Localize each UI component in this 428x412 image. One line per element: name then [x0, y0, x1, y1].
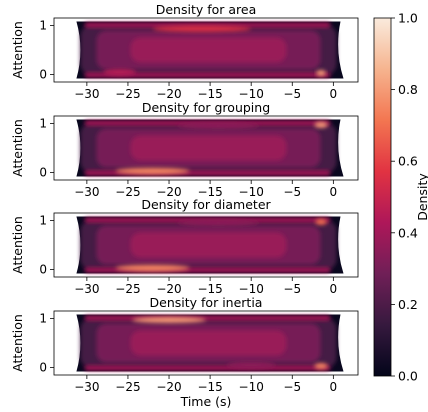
x-tick-label: −30 [74, 185, 99, 199]
hot-spot-3 [316, 70, 326, 77]
ridge-bottom [84, 72, 331, 78]
x-tick-label: −25 [115, 185, 140, 199]
panel-3: Density for diameter −30 −25 −20 −15 −10 −5 0 0 1… [10, 197, 359, 296]
density-band-3 [130, 330, 287, 356]
hot-spot-1 [115, 264, 190, 272]
colorbar-label: Density [415, 173, 428, 221]
ridge-top [84, 120, 331, 126]
x-tick-label: 0 [330, 185, 338, 199]
y-tick-label: 0 [39, 263, 47, 277]
colorbar-tick-label: 0.4 [398, 225, 418, 240]
axes-frame [53, 17, 359, 83]
y-tick-label: 1 [39, 311, 47, 325]
colorbar-gradient [373, 17, 392, 377]
hot-spot-1 [132, 316, 206, 323]
y-axis-label: Attention [10, 314, 25, 372]
x-tick-label: −20 [156, 380, 181, 394]
density-body [76, 216, 344, 274]
panel-title: Density for inertia [150, 295, 263, 310]
hot-spot-3 [177, 219, 260, 226]
axes-frame [53, 310, 359, 376]
x-tick-label: −10 [239, 282, 264, 296]
x-tick-label: −25 [115, 87, 140, 101]
x-tick-label: −30 [74, 87, 99, 101]
x-tick-label: −15 [197, 380, 222, 394]
x-axis-label: Time (s) [180, 394, 232, 409]
x-tick-label: −5 [283, 380, 301, 394]
x-tick-label: −10 [239, 87, 264, 101]
panel-title: Density for area [156, 2, 257, 17]
ridge-bottom [84, 365, 331, 371]
x-tick-label: −20 [156, 282, 181, 296]
density-body [76, 119, 344, 177]
x-tick-label: −15 [197, 87, 222, 101]
x-tick-label: 0 [330, 380, 338, 394]
density-body [76, 314, 344, 372]
x-tick-label: −10 [239, 185, 264, 199]
density-body [76, 21, 344, 79]
colorbar-tick-label: 1.0 [398, 11, 418, 26]
y-tick-label: 0 [39, 361, 47, 375]
x-tick-label: −30 [74, 380, 99, 394]
y-axis-label: Attention [10, 119, 25, 177]
panel-4: Density for inertia −30 −25 −20 −15 −10 −5 0 0 1A… [10, 295, 359, 409]
colorbar-tick-label: 0.0 [398, 369, 418, 384]
x-tick-label: −5 [283, 87, 301, 101]
y-axis-label: Attention [10, 216, 25, 274]
hot-spot-2 [314, 363, 328, 370]
y-tick-label: 1 [39, 116, 47, 130]
x-tick-label: −30 [74, 282, 99, 296]
hot-spot-1 [152, 25, 252, 33]
panel-title: Density for diameter [141, 197, 271, 212]
x-tick-label: −5 [283, 185, 301, 199]
panel-2: Density for grouping −30 −25 −20 −15 −10 −5 0 0 1… [10, 100, 359, 199]
x-tick-label: −25 [115, 282, 140, 296]
density-band-3 [130, 232, 287, 258]
hot-spot-2 [315, 218, 327, 225]
y-axis-label: Attention [10, 21, 25, 79]
panel-1: Density for area −30 −25 −20 −15 −10 −5 0 0 1 Atte… [10, 2, 359, 101]
x-tick-label: −5 [283, 282, 301, 296]
x-tick-label: −20 [156, 185, 181, 199]
x-tick-label: −20 [156, 87, 181, 101]
hot-spot-3 [177, 122, 260, 129]
y-tick-label: 0 [39, 166, 47, 180]
y-tick-label: 1 [39, 18, 47, 32]
axes-frame [53, 115, 359, 181]
y-tick-label: 0 [39, 68, 47, 82]
panel-title: Density for grouping [142, 100, 270, 115]
x-tick-label: 0 [330, 87, 338, 101]
colorbar-tick-label: 0.2 [398, 297, 418, 312]
ridge-top [84, 217, 331, 223]
axes-frame [53, 212, 359, 278]
colorbar-tick-label: 0.8 [398, 82, 418, 97]
hot-spot-1 [115, 167, 190, 175]
ridge-top [84, 315, 331, 321]
hot-spot-2 [314, 121, 328, 128]
x-tick-label: −25 [115, 380, 140, 394]
hot-spot-2 [103, 68, 137, 76]
y-tick-label: 1 [39, 213, 47, 227]
ridge-top [84, 22, 331, 28]
hot-spot-3 [226, 361, 276, 369]
density-band-3 [130, 135, 287, 161]
x-tick-label: 0 [330, 282, 338, 296]
x-tick-label: −15 [197, 185, 222, 199]
x-tick-label: −10 [239, 380, 264, 394]
colorbar-tick-label: 0.6 [398, 154, 418, 169]
density-band-3 [130, 37, 287, 63]
colorbar: 0.0 0.2 0.4 0.6 0.8 1.0 Density [373, 11, 428, 384]
x-tick-label: −15 [197, 282, 222, 296]
